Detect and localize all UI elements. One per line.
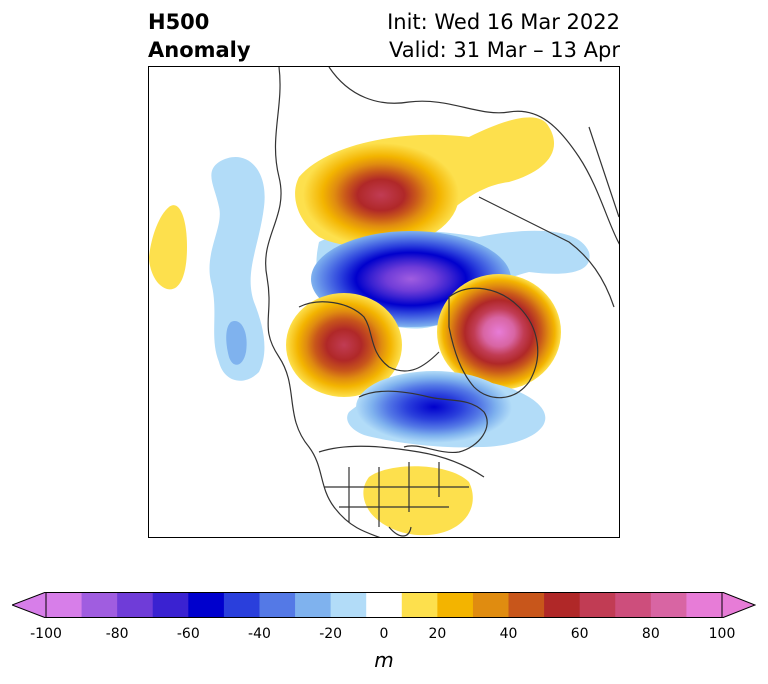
anomaly-region-pacific-negative <box>209 157 265 381</box>
tick-label: -40 <box>248 626 271 642</box>
anomaly-center-southeast-us <box>363 466 473 536</box>
tick-label: 80 <box>641 626 660 642</box>
title-line-1: H500 <box>148 10 210 34</box>
colorbar-swatch <box>472 592 510 618</box>
colorbar-swatch <box>686 592 723 618</box>
anomaly-region-pacific-negative-core <box>226 321 247 365</box>
colorbar-swatch <box>81 592 118 618</box>
colorbar-swatch <box>366 592 403 618</box>
colorbar-swatch <box>401 592 438 618</box>
colorbar-swatch <box>259 592 296 618</box>
colorbar-outline <box>45 592 723 618</box>
colorbar-swatch <box>437 592 474 618</box>
anomaly-center-alaska <box>286 293 402 397</box>
anomaly-region-pacific-positive <box>149 205 187 290</box>
colorbar-swatch <box>152 592 189 618</box>
tick-label: 20 <box>428 626 447 642</box>
map-panel <box>148 66 620 538</box>
colorbar-swatch <box>295 592 332 618</box>
colorbar-swatch <box>223 592 260 618</box>
colorbar-swatch <box>188 592 225 618</box>
colorbar-extend-high <box>721 592 756 618</box>
colorbar-extend-low <box>12 592 47 618</box>
valid-range: Valid: 31 Mar – 13 Apr <box>389 38 620 62</box>
colorbar-swatch <box>117 592 154 618</box>
anomaly-center-canada <box>356 371 512 443</box>
title-line-2: Anomaly <box>148 38 251 62</box>
coastlines <box>265 67 619 537</box>
tick-label: -60 <box>176 626 200 642</box>
colorbar-swatch <box>46 592 83 618</box>
tick-label: -100 <box>30 626 62 642</box>
tick-label: 0 <box>379 626 389 642</box>
colorbar <box>12 592 756 618</box>
colorbar-swatch <box>544 592 581 618</box>
tick-label: 100 <box>708 626 736 642</box>
chart-title: H500 Anomaly <box>148 8 251 64</box>
tick-label: 60 <box>570 626 589 642</box>
tick-label: -20 <box>319 626 343 642</box>
colorbar-swatch <box>579 592 616 618</box>
colorbar-swatch <box>615 592 652 618</box>
anomaly-center-siberia <box>303 143 459 247</box>
colorbar-swatch <box>508 592 545 618</box>
colorbar-swatch <box>650 592 687 618</box>
chart-subtitle: Init: Wed 16 Mar 2022 Valid: 31 Mar – 13… <box>387 8 620 64</box>
tick-label: 40 <box>499 626 518 642</box>
colorbar-unit-label: m <box>374 648 394 672</box>
anomaly-map <box>149 67 619 537</box>
init-date: Init: Wed 16 Mar 2022 <box>387 10 620 34</box>
anomaly-center-greenland <box>437 274 561 390</box>
colorbar-swatch <box>330 592 367 618</box>
tick-label: -80 <box>105 626 129 642</box>
